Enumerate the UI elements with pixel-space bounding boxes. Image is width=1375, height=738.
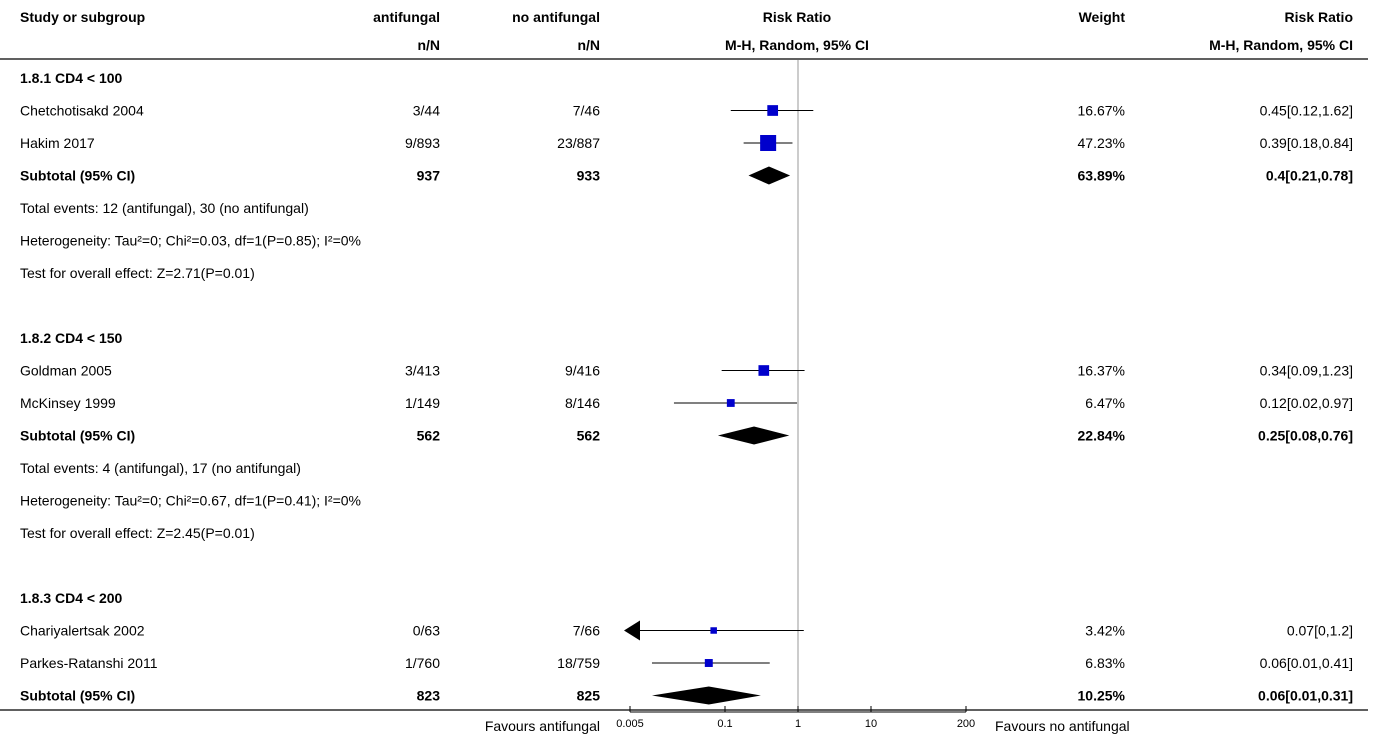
subgroup-note: Heterogeneity: Tau²=0; Chi²=0.03, df=1(P… (20, 233, 361, 249)
study-name: McKinsey 1999 (20, 395, 116, 411)
study-weight: 3.42% (1085, 623, 1125, 639)
header-group2: no antifungal (512, 9, 600, 25)
subtotal-group1-total: 562 (417, 428, 441, 444)
header-group2-sub: n/N (577, 37, 600, 53)
subtotal-group2-total: 825 (577, 688, 601, 704)
study-risk-ratio: 0.12[0.02,0.97] (1260, 395, 1353, 411)
subtotal-label: Subtotal (95% CI) (20, 168, 135, 184)
x-tick-label: 1 (795, 718, 801, 730)
study-name: Goldman 2005 (20, 363, 112, 379)
study-group1-events: 9/893 (405, 135, 440, 151)
subtotal-diamond (651, 686, 761, 705)
header-effect: Risk Ratio (763, 9, 831, 25)
subtotal-risk-ratio: 0.25[0.08,0.76] (1258, 428, 1353, 444)
subtotal-diamond (748, 166, 791, 185)
study-group1-events: 1/149 (405, 395, 440, 411)
study-group2-events: 18/759 (557, 655, 600, 671)
header-weight: Weight (1079, 9, 1126, 25)
subtotal-risk-ratio: 0.06[0.01,0.31] (1258, 688, 1353, 704)
subgroup-note: Total events: 4 (antifungal), 17 (no ant… (20, 460, 301, 476)
study-group1-events: 3/413 (405, 363, 440, 379)
header-effect2: Risk Ratio (1285, 9, 1353, 25)
study-risk-ratio: 0.06[0.01,0.41] (1260, 655, 1353, 671)
x-tick-label: 10 (865, 718, 877, 730)
effect-box (760, 135, 777, 151)
study-risk-ratio: 0.34[0.09,1.23] (1260, 363, 1353, 379)
subtotal-label: Subtotal (95% CI) (20, 428, 135, 444)
subtotal-diamond (717, 426, 790, 445)
header-effect2-sub: M-H, Random, 95% CI (1209, 37, 1353, 53)
subgroup-note: Heterogeneity: Tau²=0; Chi²=0.67, df=1(P… (20, 493, 361, 509)
study-weight: 16.37% (1078, 363, 1125, 379)
subtotal-weight: 22.84% (1078, 428, 1126, 444)
study-name: Hakim 2017 (20, 135, 95, 151)
study-group1-events: 0/63 (413, 623, 440, 639)
header-group1: antifungal (373, 9, 440, 25)
header-group1-sub: n/N (417, 37, 440, 53)
study-group2-events: 7/66 (573, 623, 600, 639)
ci-arrow (624, 620, 640, 641)
study-group2-events: 23/887 (557, 135, 600, 151)
study-risk-ratio: 0.07[0,1.2] (1287, 623, 1353, 639)
subgroup-title: 1.8.2 CD4 < 150 (20, 330, 123, 346)
study-group2-events: 8/146 (565, 395, 600, 411)
effect-box (704, 659, 713, 667)
subtotal-group1-total: 937 (417, 168, 441, 184)
header-effect-sub: M-H, Random, 95% CI (725, 37, 869, 53)
subgroup-note: Test for overall effect: Z=2.71(P=0.01) (20, 265, 255, 281)
x-tick-label: 0.1 (717, 718, 732, 730)
effect-box (758, 365, 770, 376)
x-tick-label: 0.005 (616, 718, 644, 730)
subtotal-group1-total: 823 (417, 688, 441, 704)
subgroup-note: Total events: 12 (antifungal), 30 (no an… (20, 200, 309, 216)
study-name: Chetchotisakd 2004 (20, 103, 144, 119)
subtotal-label: Subtotal (95% CI) (20, 688, 135, 704)
study-weight: 47.23% (1078, 135, 1125, 151)
subtotal-group2-total: 933 (577, 168, 601, 184)
subtotal-weight: 63.89% (1078, 168, 1126, 184)
study-risk-ratio: 0.39[0.18,0.84] (1260, 135, 1353, 151)
subtotal-risk-ratio: 0.4[0.21,0.78] (1266, 168, 1353, 184)
subgroup-title: 1.8.1 CD4 < 100 (20, 70, 123, 86)
study-weight: 16.67% (1078, 103, 1125, 119)
study-group1-events: 1/760 (405, 655, 440, 671)
favours-left-label: Favours antifungal (485, 718, 600, 734)
study-name: Chariyalertsak 2002 (20, 623, 145, 639)
study-risk-ratio: 0.45[0.12,1.62] (1260, 103, 1353, 119)
subgroup-title: 1.8.3 CD4 < 200 (20, 590, 123, 606)
effect-box (710, 627, 717, 634)
table-rows: 1.8.1 CD4 < 100 Chetchotisakd 2004 3/44 7/4… (20, 70, 1353, 705)
effect-box (767, 105, 779, 116)
study-group2-events: 9/416 (565, 363, 600, 379)
effect-box (726, 399, 735, 407)
favours-right-label: Favours no antifungal (995, 718, 1130, 734)
x-tick-label: 200 (957, 718, 975, 730)
study-weight: 6.47% (1085, 395, 1125, 411)
header-study-col: Study or subgroup (20, 9, 145, 25)
study-weight: 6.83% (1085, 655, 1125, 671)
study-group1-events: 3/44 (413, 103, 440, 119)
study-group2-events: 7/46 (573, 103, 600, 119)
subtotal-weight: 10.25% (1078, 688, 1126, 704)
subgroup-note: Test for overall effect: Z=2.45(P=0.01) (20, 525, 255, 541)
x-axis: 0.005 0.1 1 10 200 (616, 706, 975, 730)
table-header: Study or subgroup antifungal n/N no anti… (20, 9, 1353, 53)
subtotal-group2-total: 562 (577, 428, 601, 444)
study-name: Parkes-Ratanshi 2011 (20, 655, 158, 671)
